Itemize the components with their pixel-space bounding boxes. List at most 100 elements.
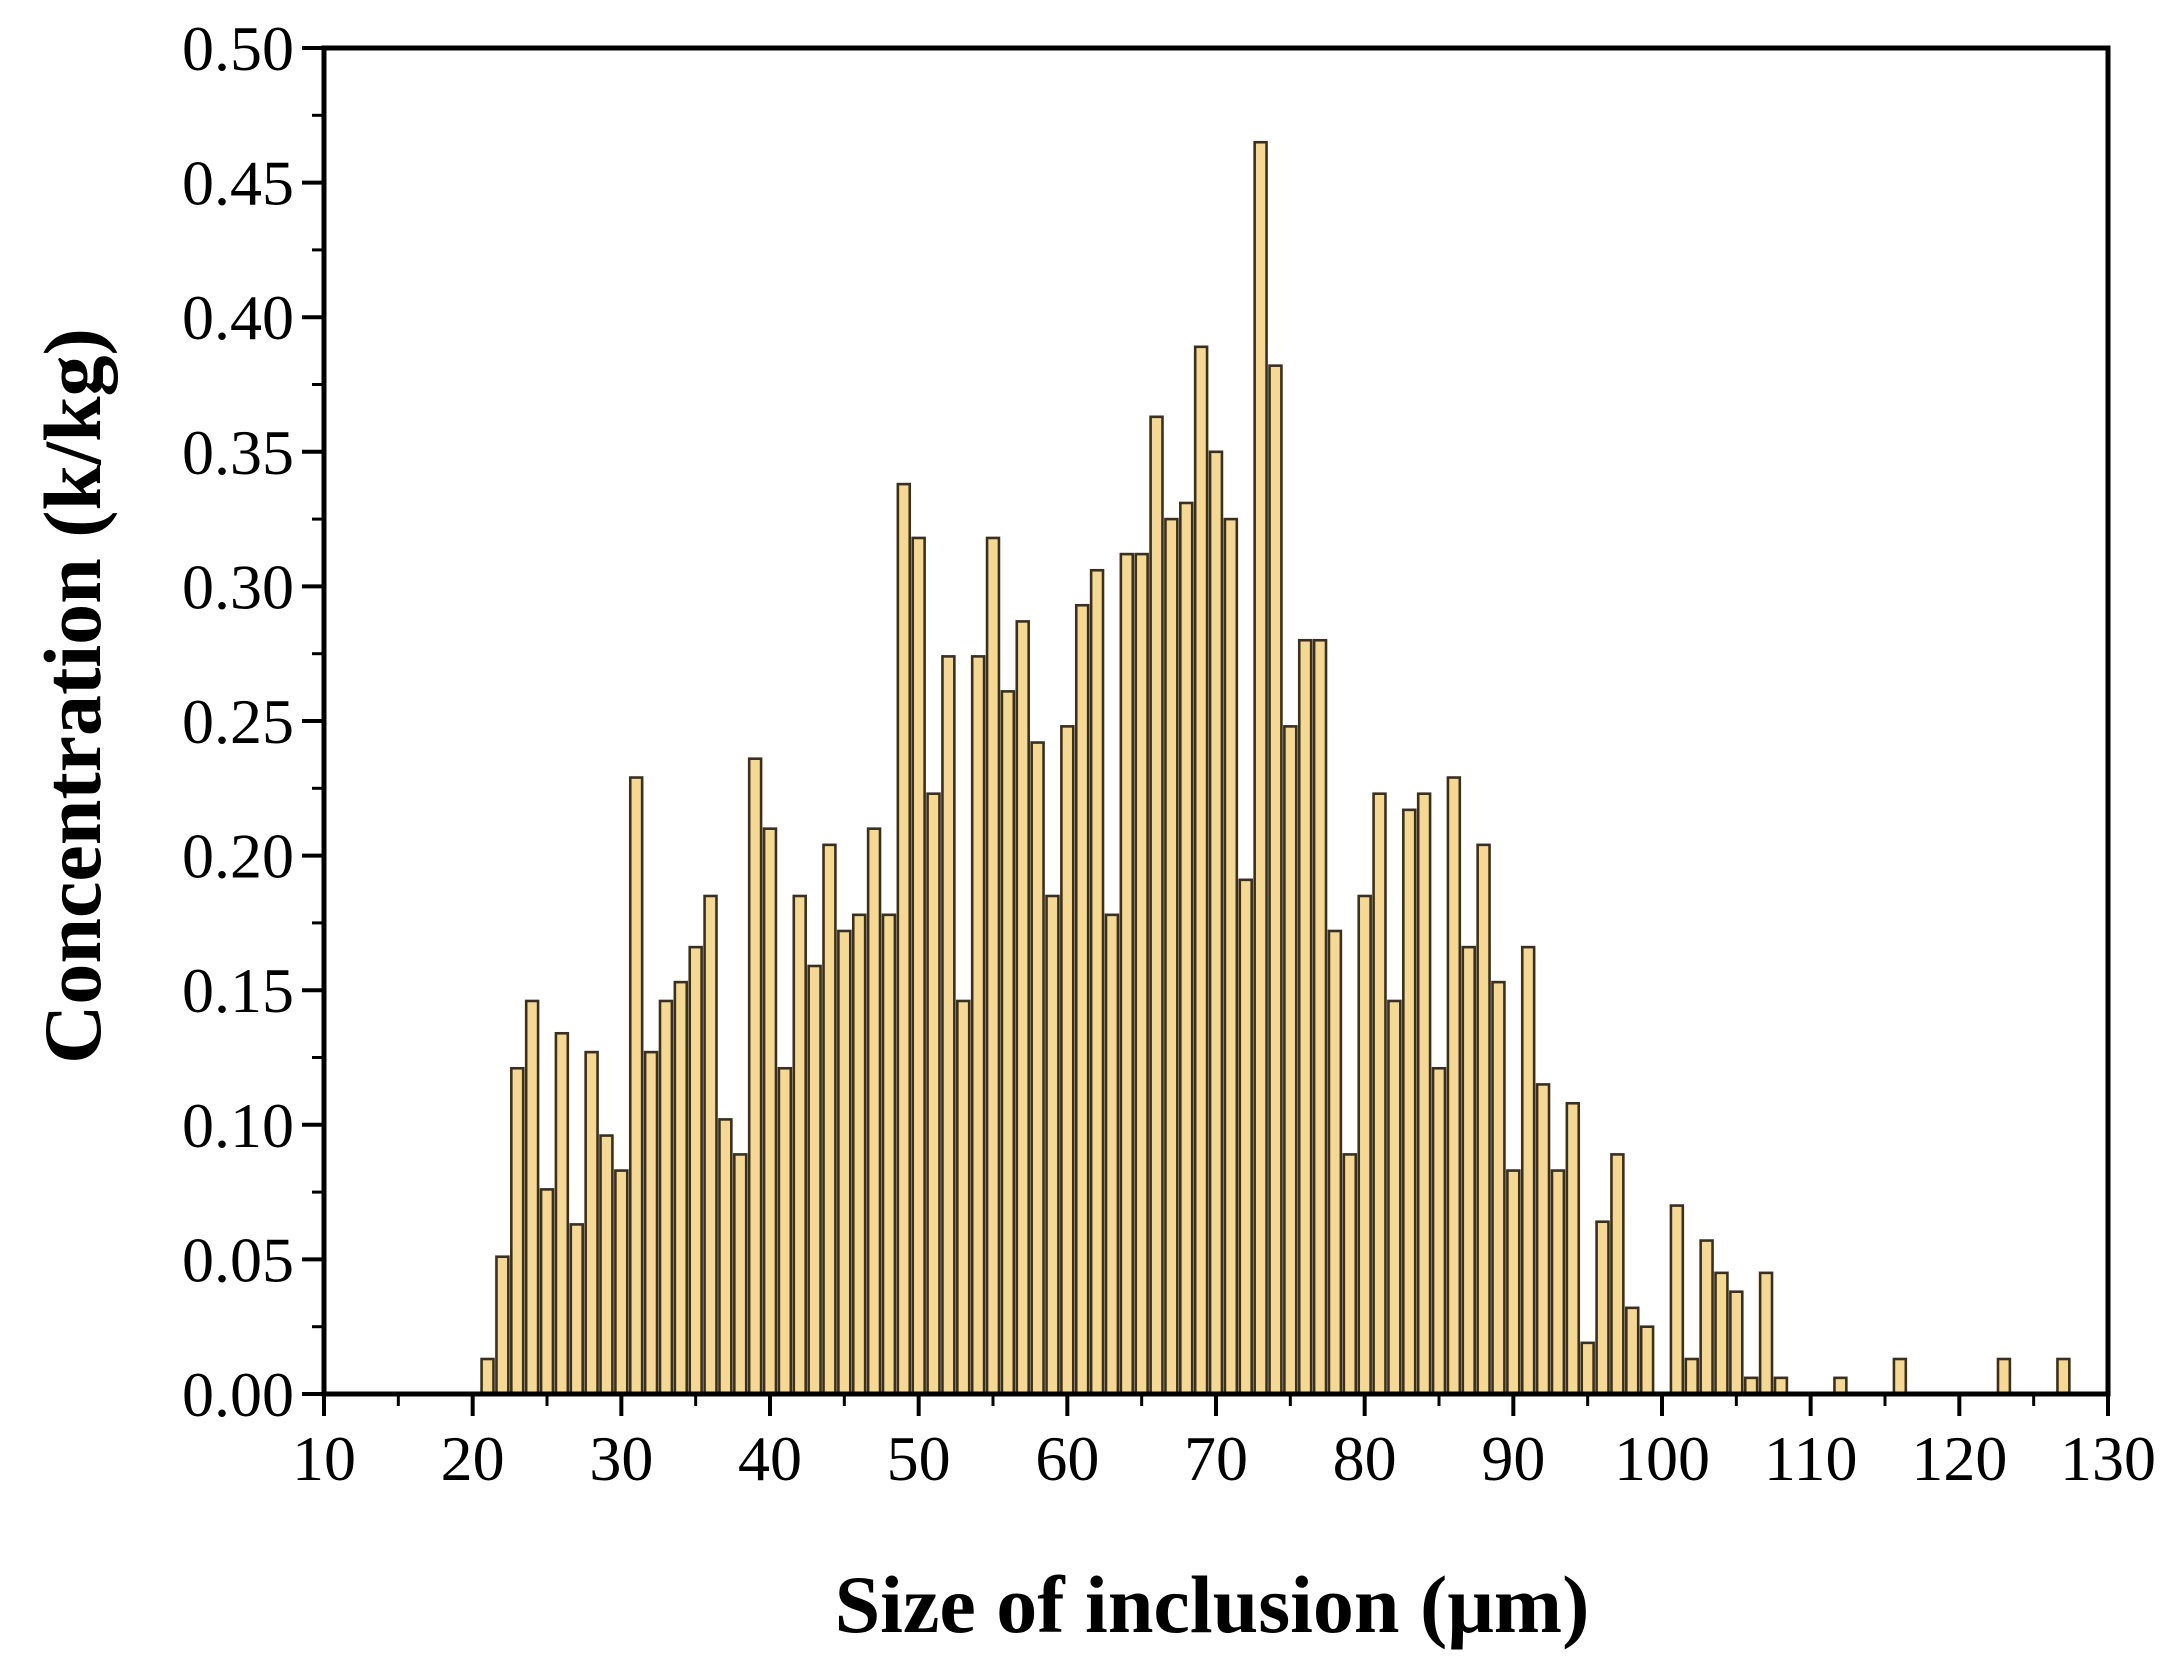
bar-68 xyxy=(1179,501,1194,1396)
x-tick-label-100: 100 xyxy=(1614,1423,1710,1494)
bar-104 xyxy=(1714,1271,1729,1396)
bar-44 xyxy=(822,843,837,1396)
x-tick-label-30: 30 xyxy=(589,1423,653,1494)
bar-94 xyxy=(1565,1101,1581,1396)
y-tick-label-1: 0.05 xyxy=(182,1224,294,1295)
bar-96 xyxy=(1595,1220,1610,1396)
y-tick-label-10: 0.50 xyxy=(182,13,294,84)
bar-52 xyxy=(941,655,956,1396)
bar-55 xyxy=(985,536,1001,1396)
bar-70 xyxy=(1208,450,1224,1396)
bar-42 xyxy=(792,894,807,1396)
bar-25 xyxy=(539,1188,555,1396)
x-tick-label-40: 40 xyxy=(738,1423,802,1494)
y-tick-label-6: 0.30 xyxy=(182,551,294,622)
bar-80 xyxy=(1357,894,1372,1396)
bar-66 xyxy=(1149,415,1164,1396)
bar-29 xyxy=(599,1134,614,1396)
bar-92 xyxy=(1535,1083,1551,1396)
bar-37 xyxy=(718,1118,733,1396)
bar-61 xyxy=(1074,603,1090,1396)
bar-88 xyxy=(1476,843,1491,1396)
y-tick-label-7: 0.35 xyxy=(182,417,294,488)
bar-48 xyxy=(881,913,897,1396)
bar-99 xyxy=(1639,1325,1655,1396)
bar-105 xyxy=(1729,1290,1744,1396)
bar-51 xyxy=(926,792,941,1396)
y-axis-title: Concentration (k/kg) xyxy=(27,328,118,1064)
bar-73 xyxy=(1253,140,1268,1396)
bar-75 xyxy=(1283,725,1298,1396)
bar-41 xyxy=(777,1066,793,1396)
bar-28 xyxy=(584,1050,599,1396)
axes-layer xyxy=(302,45,2111,1416)
bar-58 xyxy=(1030,741,1045,1396)
bar-101 xyxy=(1669,1204,1685,1396)
bar-95 xyxy=(1580,1341,1595,1396)
bar-53 xyxy=(956,999,971,1396)
bar-67 xyxy=(1164,517,1179,1396)
y-tick-label-4: 0.20 xyxy=(182,821,294,892)
bar-102 xyxy=(1684,1357,1699,1396)
bar-23 xyxy=(510,1066,525,1396)
x-tick-label-50: 50 xyxy=(887,1423,951,1494)
bar-72 xyxy=(1238,878,1253,1396)
x-tick-label-10: 10 xyxy=(292,1423,356,1494)
bar-87 xyxy=(1461,945,1476,1396)
bar-89 xyxy=(1491,980,1506,1396)
bar-103 xyxy=(1699,1239,1714,1396)
bar-56 xyxy=(1000,690,1016,1396)
bar-32 xyxy=(643,1050,659,1396)
bar-43 xyxy=(807,964,822,1396)
bar-86 xyxy=(1446,776,1462,1396)
bar-46 xyxy=(851,913,867,1396)
bar-65 xyxy=(1134,552,1149,1396)
x-tick-label-120: 120 xyxy=(1911,1423,2007,1494)
bar-35 xyxy=(688,945,703,1396)
x-tick-label-20: 20 xyxy=(441,1423,505,1494)
bar-45 xyxy=(837,929,852,1396)
x-tick-label-130: 130 xyxy=(2060,1423,2156,1494)
y-tick-label-8: 0.40 xyxy=(182,282,294,353)
bar-59 xyxy=(1045,894,1060,1396)
bar-38 xyxy=(733,1153,748,1396)
bar-74 xyxy=(1268,364,1283,1396)
bar-71 xyxy=(1223,517,1239,1396)
bar-107 xyxy=(1758,1271,1774,1396)
x-tick-label-90: 90 xyxy=(1481,1423,1545,1494)
labels-layer: Size of inclusion (μm) Concentration (k/… xyxy=(27,13,2156,1650)
bar-54 xyxy=(970,655,986,1396)
bar-34 xyxy=(673,980,689,1396)
bar-33 xyxy=(658,999,674,1396)
bar-62 xyxy=(1089,568,1105,1396)
bar-69 xyxy=(1193,345,1209,1396)
bar-116 xyxy=(1892,1357,1908,1396)
x-tick-label-80: 80 xyxy=(1333,1423,1397,1494)
bar-76 xyxy=(1297,638,1313,1396)
bar-24 xyxy=(524,999,540,1396)
x-axis-title: Size of inclusion (μm) xyxy=(835,1559,1590,1650)
bar-21 xyxy=(480,1357,495,1396)
bar-90 xyxy=(1506,1169,1521,1396)
bar-82 xyxy=(1387,999,1402,1396)
bar-39 xyxy=(747,757,763,1396)
bar-63 xyxy=(1104,913,1120,1396)
bar-22 xyxy=(495,1255,510,1396)
y-tick-label-3: 0.15 xyxy=(182,955,294,1026)
y-tick-label-5: 0.25 xyxy=(182,686,294,757)
bar-27 xyxy=(569,1223,584,1396)
bar-64 xyxy=(1119,552,1135,1396)
bar-83 xyxy=(1402,808,1417,1396)
bar-57 xyxy=(1015,620,1030,1396)
bar-81 xyxy=(1372,792,1387,1396)
x-tick-label-60: 60 xyxy=(1035,1423,1099,1494)
x-tick-label-110: 110 xyxy=(1764,1423,1858,1494)
x-tick-label-70: 70 xyxy=(1184,1423,1248,1494)
bar-123 xyxy=(1996,1357,2012,1396)
bar-91 xyxy=(1520,945,1536,1396)
bar-40 xyxy=(762,827,778,1396)
y-tick-label-0: 0.00 xyxy=(182,1359,294,1430)
bar-31 xyxy=(628,776,644,1396)
